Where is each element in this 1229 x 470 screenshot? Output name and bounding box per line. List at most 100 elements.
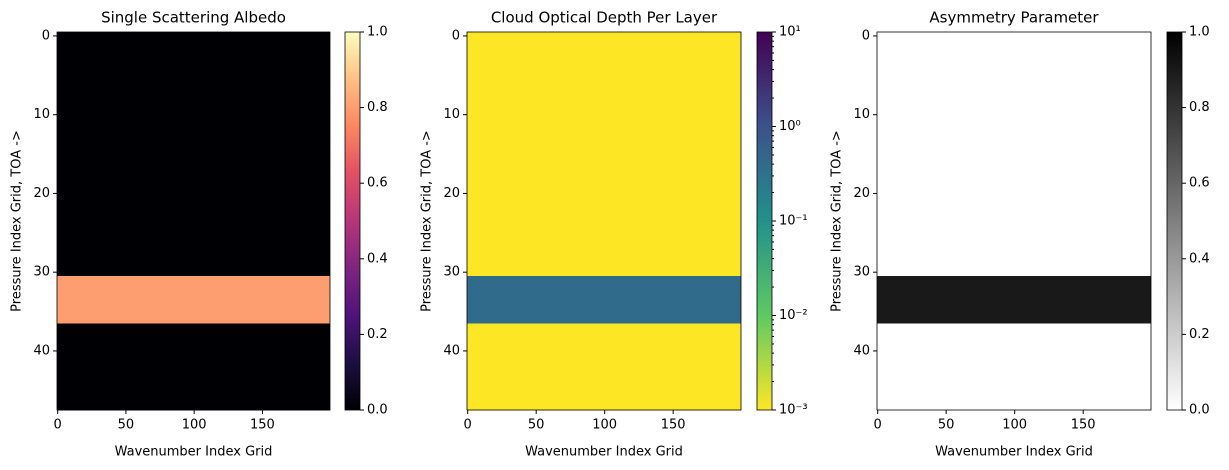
heatmap-row — [877, 354, 1151, 364]
heatmap-row — [877, 205, 1151, 214]
heatmap-row — [467, 252, 741, 261]
y-tick-label: 20 — [33, 186, 50, 201]
heatmap-row — [57, 347, 330, 356]
heatmap-row — [877, 79, 1151, 88]
heatmap-row — [877, 87, 1151, 96]
heatmap-row — [467, 181, 741, 190]
heatmap-row — [877, 291, 1151, 301]
heatmap-row — [467, 39, 741, 49]
colorbar-tick-label: 10⁻¹ — [779, 214, 808, 229]
colorbar-tick-label: 0.6 — [1189, 176, 1210, 191]
heatmap-row — [877, 402, 1151, 411]
heatmap-row — [877, 213, 1151, 222]
heatmap-row — [467, 228, 741, 238]
heatmap-row — [57, 158, 330, 167]
heatmap-row — [877, 307, 1151, 316]
colorbar-tick-label: 0.2 — [1189, 327, 1210, 342]
heatmap-row — [57, 102, 330, 112]
heatmap-row — [467, 221, 741, 230]
x-tick-label: 0 — [464, 418, 472, 433]
heatmap-row — [877, 63, 1151, 72]
heatmap-row — [467, 370, 741, 379]
heatmap-row — [57, 71, 330, 80]
heatmap-row — [877, 228, 1151, 238]
colorbar-tick-label: 10⁻² — [779, 308, 808, 323]
colorbar-tick-label: 0.8 — [367, 100, 388, 115]
heatmap-row — [467, 95, 741, 104]
x-tick-label: 150 — [250, 418, 275, 433]
colorbar — [756, 31, 773, 411]
heatmap-row — [467, 173, 741, 183]
heatmap-row — [467, 402, 741, 411]
colorbar-tick-label: 10¹ — [779, 25, 801, 40]
heatmap-row — [57, 63, 330, 72]
heatmap-row — [467, 354, 741, 364]
x-axis-label: Wavenumber Index Grid — [115, 445, 273, 460]
heatmap-row — [877, 118, 1151, 127]
heatmap-row — [57, 402, 330, 411]
heatmap-row — [467, 299, 741, 309]
heatmap-row — [57, 386, 330, 395]
plot-frame — [56, 31, 331, 411]
heatmap-row — [877, 362, 1151, 372]
heatmap-row — [57, 142, 330, 151]
y-tick-label: 0 — [42, 28, 50, 43]
y-axis-label: Pressure Index Grid, TOA -> — [830, 130, 845, 312]
x-tick-label: 0 — [874, 418, 882, 433]
heatmap-row — [467, 362, 741, 372]
heatmap-row — [57, 134, 330, 143]
heatmap-row — [57, 378, 330, 387]
heatmap-row — [467, 323, 741, 332]
colorbar-tick-label: 0.0 — [1189, 403, 1210, 418]
heatmap-row — [57, 394, 330, 403]
colorbar-tick-label: 0.0 — [367, 403, 388, 418]
heatmap-row — [57, 299, 330, 309]
heatmap-row — [467, 110, 741, 120]
heatmap-row — [467, 79, 741, 88]
heatmap-row — [57, 331, 330, 340]
heatmap-row — [877, 71, 1151, 80]
heatmap-row — [57, 362, 330, 372]
colorbar — [344, 31, 361, 411]
heatmap-row — [467, 339, 741, 348]
heatmap-row — [467, 284, 741, 293]
heatmap-row — [877, 134, 1151, 143]
heatmap-row — [877, 102, 1151, 112]
heatmap-row — [467, 189, 741, 198]
heatmap-row — [877, 197, 1151, 206]
heatmap-row — [57, 87, 330, 96]
heatmap-row — [57, 228, 330, 238]
heatmap-row — [57, 252, 330, 261]
heatmap-row — [877, 110, 1151, 120]
heatmap-row — [877, 347, 1151, 356]
x-tick-label: 0 — [54, 418, 62, 433]
heatmap-row — [57, 236, 330, 246]
heatmap-row — [877, 126, 1151, 135]
heatmap-row — [57, 95, 330, 104]
colorbar-tick-label: 0.8 — [1189, 100, 1210, 115]
y-tick-label: 40 — [853, 343, 870, 358]
plot-frame — [876, 31, 1152, 411]
heatmap-row — [57, 339, 330, 348]
heatmap-row — [57, 47, 330, 57]
heatmap-row — [877, 47, 1151, 57]
heatmap-row — [57, 260, 330, 269]
heatmap-row — [57, 32, 330, 41]
heatmap-row — [467, 394, 741, 403]
heatmap-row — [467, 126, 741, 135]
heatmap-row — [467, 158, 741, 167]
heatmap-row — [57, 197, 330, 206]
x-axis-label: Wavenumber Index Grid — [935, 445, 1093, 460]
y-tick-label: 30 — [33, 265, 50, 280]
colorbar-tick-label: 0.6 — [367, 176, 388, 191]
heatmap-row — [57, 118, 330, 127]
heatmap-row — [877, 378, 1151, 387]
x-tick-label: 100 — [1002, 418, 1027, 433]
heatmap-row — [877, 394, 1151, 403]
heatmap-row — [877, 331, 1151, 340]
y-tick-label: 10 — [853, 107, 870, 122]
heatmap-row — [57, 126, 330, 135]
heatmap-row — [877, 236, 1151, 246]
x-tick-label: 100 — [182, 418, 207, 433]
heatmap-row — [877, 370, 1151, 379]
